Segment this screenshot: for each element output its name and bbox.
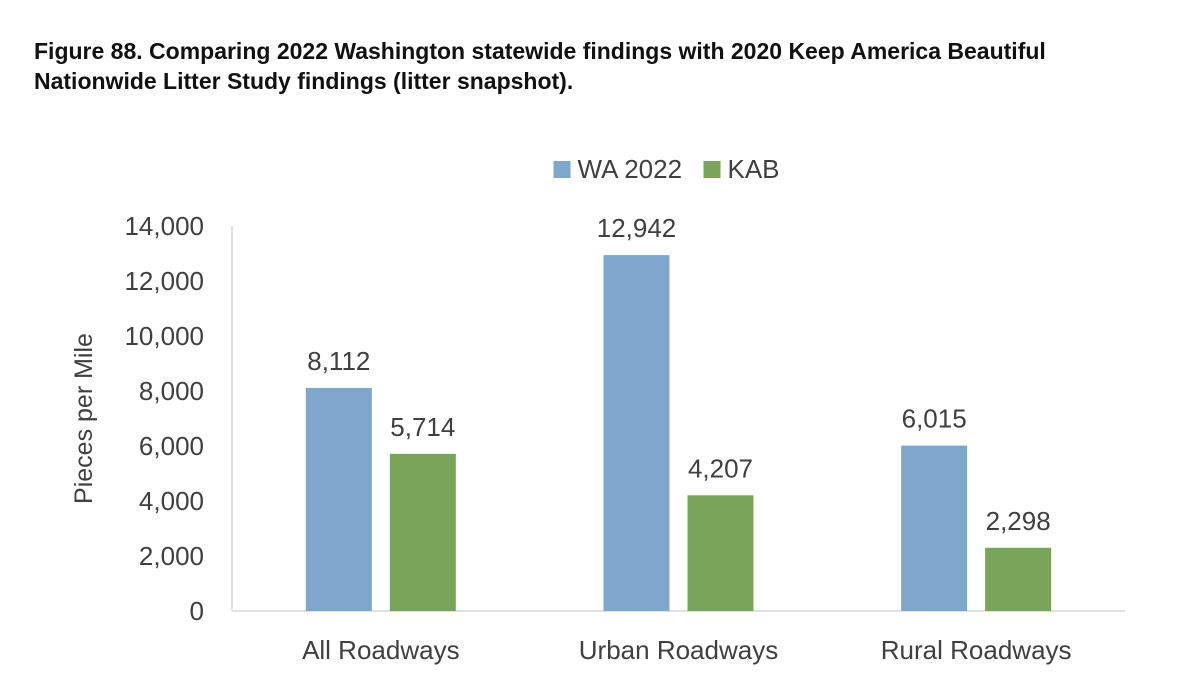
legend-swatch-0 [553,161,571,178]
x-category-label-1: Urban Roadways [579,635,778,665]
legend-label-1: KAB [728,154,780,184]
bar-wa-2022-2 [901,445,968,611]
data-label-1-1: 4,207 [688,453,753,483]
caption-line-2: Nationwide Litter Study findings (litter… [34,68,574,94]
y-tick-label-0: 0 [190,596,204,626]
legend-label-0: WA 2022 [578,154,683,184]
data-label-1-0: 5,714 [390,412,455,442]
y-tick-label-6: 12,000 [124,266,204,296]
data-label-0-1: 12,942 [597,213,677,243]
data-label-0-2: 6,015 [902,404,967,434]
y-tick-label-4: 8,000 [139,376,204,406]
bar-wa-2022-1 [603,255,670,611]
y-tick-label-3: 6,000 [139,431,204,461]
bar-kab-1 [687,495,754,611]
data-label-1-2: 2,298 [986,506,1051,536]
y-tick-label-2: 4,000 [139,486,204,516]
figure-caption: Figure 88. Comparing 2022 Washington sta… [34,36,1184,96]
x-category-label-2: Rural Roadways [881,635,1072,665]
caption-line-1: Figure 88. Comparing 2022 Washington sta… [34,38,1046,64]
data-label-0-0: 8,112 [307,346,370,376]
bar-kab-0 [389,453,456,611]
bar-kab-2 [985,547,1052,611]
legend-swatch-1 [703,161,721,178]
y-tick-label-7: 14,000 [124,211,204,241]
bar-wa-2022-0 [305,387,372,611]
y-tick-label-1: 2,000 [139,541,204,571]
y-tick-label-5: 10,000 [124,321,204,351]
x-category-label-0: All Roadways [302,635,460,665]
y-axis-title: Pieces per Mile [70,333,98,504]
